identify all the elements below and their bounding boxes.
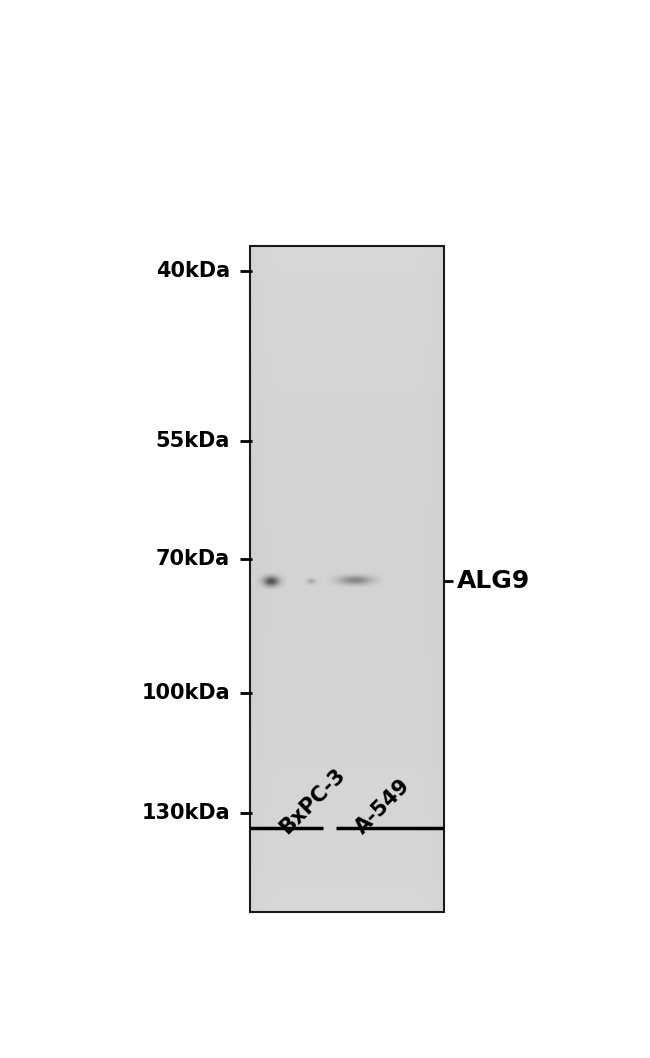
- Text: 100kDa: 100kDa: [141, 683, 230, 704]
- Text: 40kDa: 40kDa: [156, 261, 230, 281]
- Text: A-549: A-549: [352, 774, 414, 837]
- Text: 55kDa: 55kDa: [155, 431, 230, 451]
- Text: BxPC-3: BxPC-3: [276, 764, 349, 837]
- Text: 70kDa: 70kDa: [156, 549, 230, 569]
- Bar: [250, 247, 444, 912]
- Text: 130kDa: 130kDa: [141, 803, 230, 823]
- Text: ALG9: ALG9: [456, 569, 530, 592]
